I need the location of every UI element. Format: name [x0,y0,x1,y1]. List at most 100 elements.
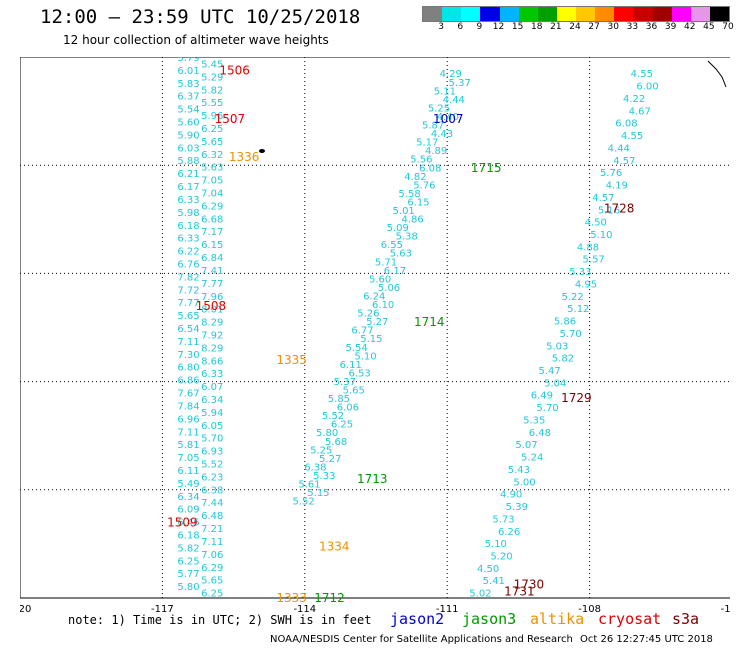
map-grid [20,57,730,598]
pass-label: 1715 [471,161,502,175]
swh-value: 6.33 [201,369,223,380]
swh-value: 6.22 [177,247,199,258]
swh-value: 6.15 [201,240,223,251]
pass-label: 1728 [604,201,635,215]
map-tick-labels: -120-117-114-111-108-105201816141210 [20,604,730,615]
swh-value: 5.82 [201,85,223,96]
pass-label: 1713 [357,472,388,486]
swh-value: 6.29 [201,563,223,574]
swh-value: 5.41 [483,576,505,587]
legend-swatch [480,7,500,21]
map-frame [20,57,730,599]
x-tick-label: -108 [578,604,601,615]
swh-value: 5.10 [485,539,507,550]
legend-label: 18 [531,22,543,32]
swh-value: 6.11 [340,360,362,371]
swh-value: 5.60 [369,274,391,285]
swh-value: 7.96 [201,292,223,303]
swh-value: 5.54 [177,105,199,116]
swh-value: 5.77 [177,569,199,580]
swh-value: 6.24 [363,291,385,302]
swh-value: 7.44 [201,498,223,509]
color-legend [422,6,730,22]
swh-value: 5.73 [492,514,514,525]
swh-value: 5.39 [506,502,528,513]
pass-label: 1508 [196,299,227,313]
swh-value: 5.20 [490,551,512,562]
credit-text: NOAA/NESDIS Center for Satellite Applica… [270,634,573,645]
swh-value: 5.52 [292,497,314,508]
swh-value: 5.85 [328,394,350,405]
legend-swatch [518,7,538,21]
swh-value: 5.11 [434,86,456,97]
swh-value: 5.65 [201,576,223,587]
swh-value: 5.37 [334,377,356,388]
swh-value: 6.55 [381,240,403,251]
swh-value: 6.25 [177,556,199,567]
swh-value: 4.82 [404,172,426,183]
coastline [707,60,727,88]
swh-value: 6.08 [419,163,441,174]
x-tick-label: -114 [293,604,316,615]
swh-value: 6.03 [177,143,199,154]
swh-value: 7.11 [201,537,223,548]
legend-swatch [671,7,691,21]
pass-label: 1729 [561,391,592,405]
legend-swatch [709,7,729,21]
swh-value: 7.21 [201,524,223,535]
swh-value: 6.10 [372,300,394,311]
satellite-name: s3a [672,610,700,628]
legend-label: 33 [626,22,639,32]
x-tick-label: -105 [721,604,730,615]
swh-value: 6.93 [201,447,223,458]
swh-value: 5.94 [201,408,223,419]
swh-value: 6.80 [177,363,199,374]
swh-value: 5.38 [396,232,418,243]
swh-value: 5.71 [375,257,397,268]
swh-value: 7.04 [201,189,223,200]
satellite-name: altika [530,610,585,628]
swh-value: 5.22 [562,292,584,303]
pass-label: 1007 [433,112,464,126]
satellite-name: jason3 [462,610,517,628]
swh-value: 6.08 [615,119,637,130]
swh-value: 7.67 [177,389,199,400]
swh-value: 5.07 [515,440,537,451]
legend-label: 30 [607,22,619,32]
swh-value: 5.70 [536,403,558,414]
swh-value: 5.55 [201,98,223,109]
swh-value: 5.65 [343,385,365,396]
swh-value: 7.11 [177,337,199,348]
swh-value: 5.65 [177,311,199,322]
pass-label: 1507 [215,112,246,126]
swh-value: 5.25 [310,445,332,456]
swh-value: 5.24 [521,453,543,464]
legend-swatch [461,7,481,21]
swh-value: 8.29 [201,343,223,354]
legend-swatch [537,7,557,21]
swh-value: 4.55 [621,131,643,142]
swh-value: 4.50 [477,564,499,575]
legend-swatch [614,7,634,21]
swh-value: 6.38 [304,462,326,473]
swh-value: 4.43 [431,129,453,140]
swh-value: 6.48 [529,428,551,439]
swh-value: 5.10 [590,230,612,241]
swh-value: 4.95 [575,279,597,290]
pass-label: 1714 [414,315,445,329]
swh-value: 5.43 [508,465,530,476]
swh-value: 5.60 [177,118,199,129]
legend-label: 36 [645,22,658,32]
swh-value: 6.77 [351,326,373,337]
altimeter-tracks: 5.795.456.015.295.835.826.375.555.545.96… [177,57,658,600]
swh-value: 6.96 [177,414,199,425]
swh-value: 6.33 [177,234,199,245]
page-title: 12:00 – 23:59 UTC 10/25/2018 [40,6,361,28]
legend-label: 3 [438,22,444,32]
pass-label: 1731 [504,585,535,599]
legend-label: 6 [457,22,464,32]
swh-value: 6.68 [201,214,223,225]
swh-value: 6.48 [201,511,223,522]
swh-value: 5.37 [449,78,471,89]
timestamp-text: Oct 26 12:27:45 UTC 2018 [580,634,713,645]
